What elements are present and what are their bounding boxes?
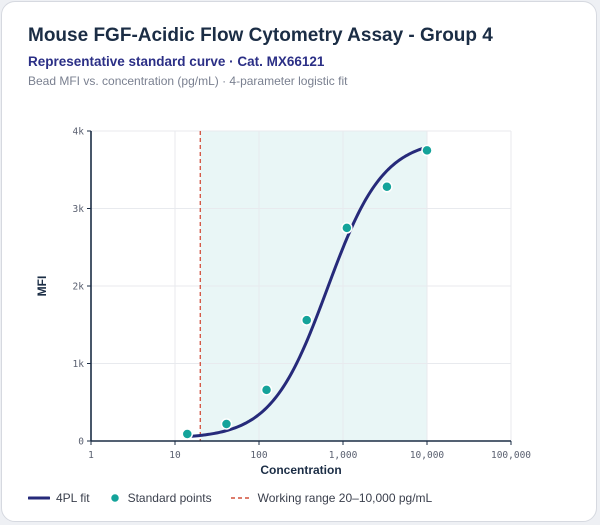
legend-fit-label: 4PL fit — [56, 491, 90, 505]
y-axis-title: MFI — [35, 276, 49, 297]
y-tick-label: 0 — [78, 437, 84, 448]
standard-point — [181, 428, 194, 440]
chart-title: Mouse FGF-Acidic Flow Cytometry Assay - … — [28, 25, 493, 46]
x-tick-label: 100 — [250, 450, 267, 461]
x-tick-label: 1 — [88, 450, 94, 461]
chart-subtitle: Representative standard curve · Cat. MX6… — [28, 54, 325, 69]
legend-points-swatch — [109, 492, 120, 504]
chart-caption: Bead MFI vs. concentration (pg/mL) · 4-p… — [28, 74, 348, 88]
legend-points-label: Standard points — [127, 491, 212, 505]
y-tick-label: 1k — [73, 359, 85, 370]
x-tick-label: 10 — [169, 450, 181, 461]
legend-range-swatch — [230, 497, 251, 499]
y-tick-label: 2k — [73, 282, 85, 293]
fit-curve-line — [185, 145, 429, 439]
standard-point — [381, 181, 393, 193]
chart-legend: 4PL fit Standard points Working range 20… — [28, 490, 450, 506]
y-tick-label: 4k — [73, 127, 85, 138]
x-axis-title: Concentration — [260, 463, 341, 477]
x-tick-label: 10,000 — [410, 450, 445, 461]
x-tick-label: 100,000 — [491, 450, 531, 461]
legend-item-points: Standard points — [108, 491, 212, 505]
y-tick-label: 3k — [73, 204, 85, 215]
standard-point — [300, 314, 313, 326]
standard-point — [260, 384, 273, 396]
legend-item-fit: 4PL fit — [28, 491, 90, 505]
x-tick-label: 1,000 — [329, 450, 358, 461]
standard-point — [220, 418, 233, 430]
standard-point — [341, 222, 353, 234]
legend-item-range: Working range 20–10,000 pg/mL — [230, 491, 433, 505]
legend-fit-swatch — [28, 496, 50, 500]
legend-range-label: Working range 20–10,000 pg/mL — [257, 491, 433, 505]
standard-point — [421, 144, 433, 157]
